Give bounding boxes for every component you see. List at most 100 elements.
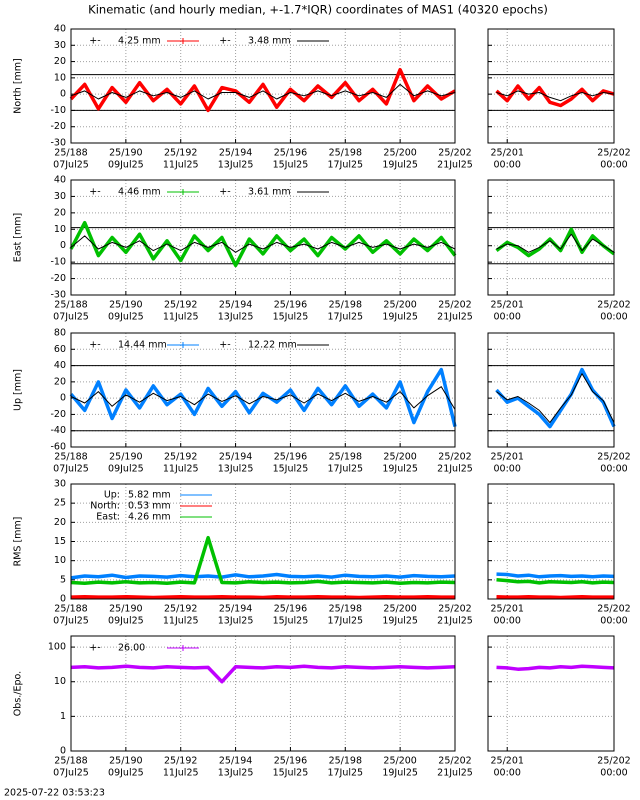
y-tick-label: 0 (60, 89, 66, 100)
series-line (70, 386, 456, 410)
x-tick-date: 15Jul25 (273, 464, 309, 475)
plot-frame (70, 483, 456, 600)
x-tick-label: 25/201 (491, 452, 524, 463)
x-tick-date: 13Jul25 (218, 160, 254, 171)
x-tick-label: 25/196 (274, 148, 307, 159)
x-tick-date: 11Jul25 (163, 312, 199, 323)
series-line (496, 572, 615, 579)
x-tick-date: 17Jul25 (327, 616, 363, 627)
y-axis-label: RMS [mm] (13, 517, 24, 567)
x-tick-date: 21Jul25 (437, 768, 473, 779)
x-tick-label: 25/202 (597, 756, 630, 767)
y-tick-label: 30 (54, 479, 66, 490)
x-tick-label: 25/196 (274, 756, 307, 767)
legend-label: 26.00 (118, 643, 145, 654)
y-axis-label: East [mm] (13, 213, 24, 262)
y-tick-label: 25 (54, 498, 66, 509)
x-tick-label: 25/194 (219, 604, 252, 615)
legend-marker: +- (89, 36, 100, 47)
legend-label: 12.22 mm (248, 340, 297, 351)
series-line (496, 90, 615, 102)
x-tick-date: 19Jul25 (382, 768, 418, 779)
legend-stat: 0.53 mm (128, 501, 171, 512)
legend-label: North: (90, 501, 120, 512)
x-tick-label: 25/190 (109, 756, 142, 767)
x-tick-date: 19Jul25 (382, 312, 418, 323)
x-tick-date: 09Jul25 (108, 464, 144, 475)
y-tick-label: 40 (54, 24, 66, 35)
x-tick-label: 25/196 (274, 604, 307, 615)
x-tick-label: 25/200 (383, 452, 416, 463)
series-line (495, 227, 616, 258)
x-tick-label: 25/202 (597, 300, 630, 311)
x-tick-label: 25/188 (54, 452, 87, 463)
y-tick-label: 0 (60, 393, 66, 404)
x-tick-date: 17Jul25 (327, 312, 363, 323)
x-tick-label: 25/188 (54, 604, 87, 615)
x-tick-date: 11Jul25 (163, 616, 199, 627)
plot-frame (487, 332, 615, 448)
x-tick-label: 25/200 (383, 756, 416, 767)
x-tick-label: 25/192 (164, 452, 197, 463)
x-tick-label: 25/198 (329, 452, 362, 463)
x-tick-date: 07Jul25 (53, 616, 89, 627)
series-line (69, 220, 457, 268)
x-tick-label: 25/202 (438, 452, 471, 463)
x-tick-label: 25/190 (109, 604, 142, 615)
legend-label: 4.46 mm (118, 187, 161, 198)
series-line (70, 535, 456, 586)
y-tick-label: -10 (50, 105, 66, 116)
x-tick-date: 00:00 (600, 464, 627, 475)
y-tick-label: 0 (60, 594, 66, 605)
x-tick-label: 25/196 (274, 300, 307, 311)
x-tick-label: 25/188 (54, 148, 87, 159)
legend-marker: +- (219, 340, 230, 351)
y-tick-label: 30 (54, 191, 66, 202)
series-line (70, 572, 456, 580)
x-tick-date: 07Jul25 (53, 160, 89, 171)
legend-stat: 5.82 mm (128, 490, 171, 501)
x-tick-label: 25/202 (438, 148, 471, 159)
x-tick-date: 15Jul25 (273, 616, 309, 627)
y-tick-label: 40 (54, 175, 66, 186)
y-tick-label: -20 (50, 409, 66, 420)
y-tick-label: 20 (54, 517, 66, 528)
x-tick-date: 09Jul25 (108, 768, 144, 779)
series-line (496, 594, 614, 600)
x-tick-date: 09Jul25 (108, 312, 144, 323)
x-tick-label: 25/200 (383, 604, 416, 615)
y-tick-label: -10 (50, 257, 66, 268)
x-tick-label: 25/198 (329, 300, 362, 311)
y-tick-label: -60 (50, 442, 66, 453)
x-tick-date: 13Jul25 (218, 464, 254, 475)
series-line (70, 83, 456, 100)
y-tick-label: 20 (54, 207, 66, 218)
x-tick-label: 25/202 (597, 604, 630, 615)
x-tick-date: 09Jul25 (108, 616, 144, 627)
series-line (70, 235, 456, 253)
x-tick-label: 25/198 (329, 148, 362, 159)
legend-stat: 4.26 mm (128, 512, 171, 523)
plot-frame (487, 635, 615, 752)
x-tick-date: 00:00 (494, 312, 521, 323)
x-tick-label: 25/201 (491, 300, 524, 311)
x-tick-date: 17Jul25 (327, 464, 363, 475)
x-tick-date: 07Jul25 (53, 768, 89, 779)
legend-marker: +- (89, 643, 100, 654)
x-tick-date: 00:00 (494, 464, 521, 475)
plot-frame (70, 179, 456, 296)
y-tick-label: 20 (54, 376, 66, 387)
x-tick-label: 25/200 (383, 300, 416, 311)
x-tick-date: 21Jul25 (437, 160, 473, 171)
x-tick-date: 15Jul25 (273, 160, 309, 171)
plot-frame (70, 332, 456, 448)
y-axis-label: Up [mm] (13, 369, 24, 411)
y-tick-label: -30 (50, 290, 66, 301)
x-tick-date: 15Jul25 (273, 768, 309, 779)
plot-frame (70, 635, 456, 752)
x-tick-date: 13Jul25 (218, 616, 254, 627)
series-line (70, 664, 456, 684)
x-tick-label: 25/188 (54, 300, 87, 311)
x-tick-date: 21Jul25 (437, 312, 473, 323)
